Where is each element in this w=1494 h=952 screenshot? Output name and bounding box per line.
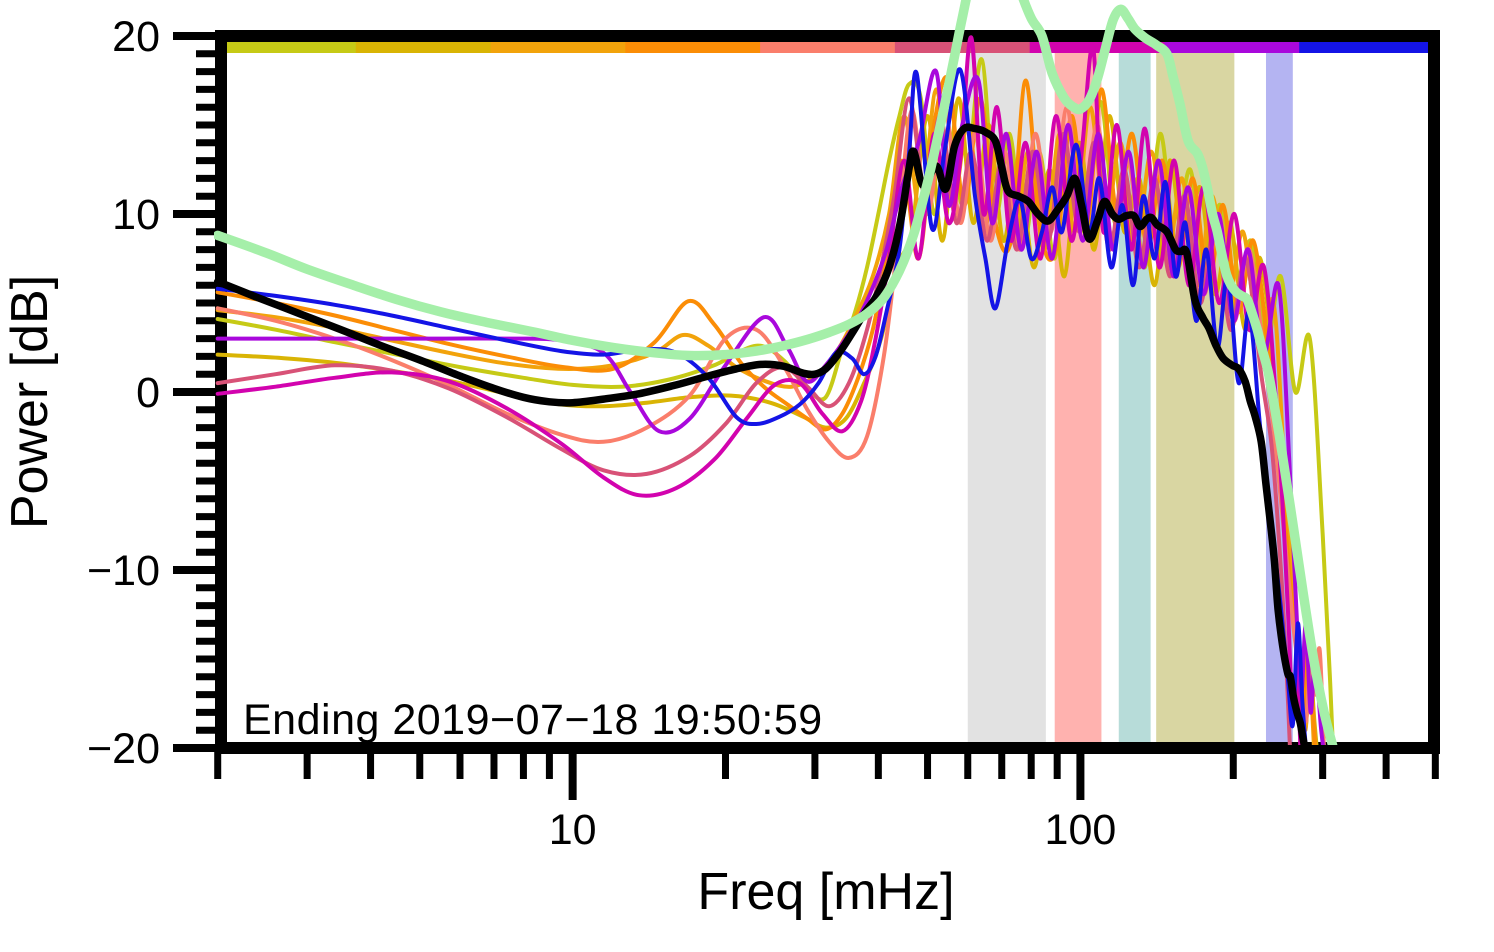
- color-bar-segment: [1029, 42, 1165, 53]
- color-bar-segment: [760, 42, 896, 53]
- y-tick-label: 0: [136, 369, 160, 417]
- curve-reference-spectrum: [214, 0, 1338, 745]
- y-tick-label: −10: [87, 547, 160, 595]
- y-axis-title: Power [dB]: [1, 274, 59, 530]
- curve-spectrum-amber: [215, 87, 1316, 745]
- curve-mean-spectrum: [214, 123, 1309, 745]
- curve-spectrum-violet: [215, 68, 1325, 745]
- y-tick-label: 10: [112, 191, 160, 239]
- x-tick-label: 100: [1045, 806, 1117, 854]
- color-bar-segment: [1299, 42, 1435, 53]
- top-color-bar: [221, 42, 1435, 53]
- y-tick-label: 20: [112, 13, 160, 61]
- curve-spectrum-blue: [215, 67, 1308, 745]
- ending-timestamp-annotation: Ending 2019−07−18 19:50:59: [243, 696, 823, 744]
- y-tick-label: −20: [87, 725, 160, 773]
- color-bar-segment: [490, 42, 626, 53]
- x-tick-label: 10: [549, 806, 597, 854]
- color-bar-segment: [894, 42, 1031, 53]
- curve-spectrum-orange: [215, 75, 1318, 745]
- color-bar-segment: [625, 42, 761, 53]
- spectra-curves: [214, 0, 1338, 745]
- color-bar-segment: [355, 42, 492, 53]
- color-bar-segment: [1164, 42, 1300, 53]
- axis-ticks: [173, 32, 1439, 800]
- color-bar-segment: [221, 42, 357, 53]
- x-axis-title: Freq [mHz]: [697, 863, 955, 921]
